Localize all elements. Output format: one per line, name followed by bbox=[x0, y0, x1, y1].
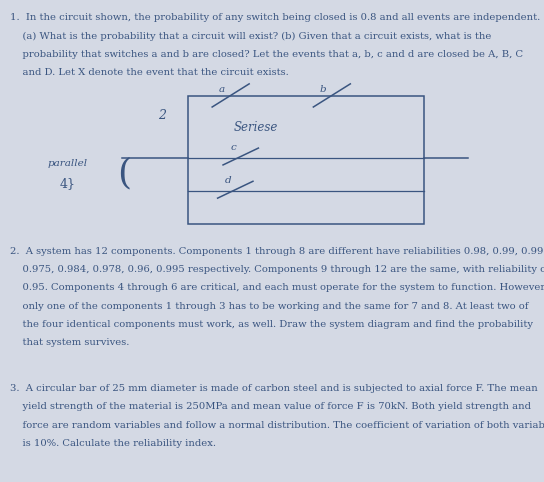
Text: a: a bbox=[219, 84, 225, 94]
Text: 3.  A circular bar of 25 mm diameter is made of carbon steel and is subjected to: 3. A circular bar of 25 mm diameter is m… bbox=[10, 384, 537, 393]
Text: 1.  In the circuit shown, the probability of any switch being closed is 0.8 and : 1. In the circuit shown, the probability… bbox=[10, 13, 540, 23]
Text: 4}: 4} bbox=[60, 177, 76, 189]
Text: 0.975, 0.984, 0.978, 0.96, 0.995 respectively. Components 9 through 12 are the s: 0.975, 0.984, 0.978, 0.96, 0.995 respect… bbox=[10, 265, 544, 274]
Text: that system survives.: that system survives. bbox=[10, 338, 129, 348]
Bar bbox=[188, 96, 424, 224]
Text: force are random variables and follow a normal distribution. The coefficient of : force are random variables and follow a … bbox=[10, 421, 544, 430]
Text: Seriese: Seriese bbox=[233, 120, 278, 134]
Text: 2: 2 bbox=[158, 109, 166, 122]
Text: (a) What is the probability that a circuit will exist? (b) Given that a circuit : (a) What is the probability that a circu… bbox=[10, 32, 491, 41]
Text: (: ( bbox=[117, 157, 131, 190]
Text: only one of the components 1 through 3 has to be working and the same for 7 and : only one of the components 1 through 3 h… bbox=[10, 302, 528, 311]
Text: the four identical components must work, as well. Draw the system diagram and fi: the four identical components must work,… bbox=[10, 320, 533, 329]
Text: parallel: parallel bbox=[48, 160, 88, 168]
Text: probability that switches a and b are closed? Let the events that a, b, c and d : probability that switches a and b are cl… bbox=[10, 50, 523, 59]
Text: and D. Let X denote the event that the circuit exists.: and D. Let X denote the event that the c… bbox=[10, 68, 288, 78]
Text: b: b bbox=[320, 84, 326, 94]
Text: 0.95. Components 4 through 6 are critical, and each must operate for the system : 0.95. Components 4 through 6 are critica… bbox=[10, 283, 544, 293]
Text: 2.  A system has 12 components. Components 1 through 8 are different have reliab: 2. A system has 12 components. Component… bbox=[10, 247, 544, 256]
Text: d: d bbox=[225, 176, 232, 185]
Text: yield strength of the material is 250MPa and mean value of force F is 70kN. Both: yield strength of the material is 250MPa… bbox=[10, 402, 531, 412]
Text: is 10%. Calculate the reliability index.: is 10%. Calculate the reliability index. bbox=[10, 439, 216, 448]
Text: c: c bbox=[231, 143, 237, 152]
